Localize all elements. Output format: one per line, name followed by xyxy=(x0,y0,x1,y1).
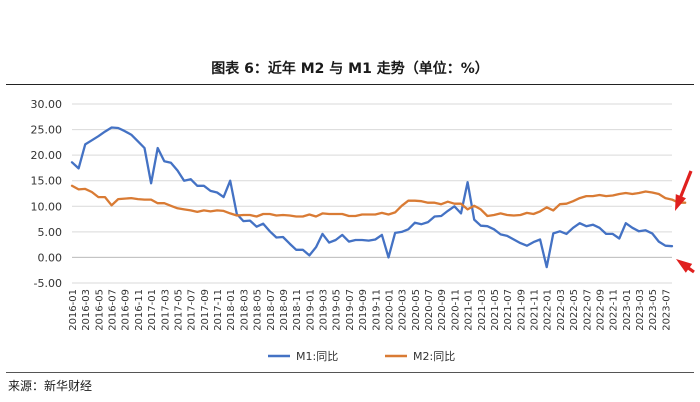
x-tick-label: 2017-09 xyxy=(200,289,211,331)
x-tick-label: 2021-07 xyxy=(503,289,514,331)
x-tick-label: 2023-03 xyxy=(635,289,646,331)
x-tick-label: 2016-03 xyxy=(81,289,92,331)
y-axis-ticks: 30.00 25.00 20.00 15.00 10.00 5.00 0.00 -5.00 xyxy=(31,98,63,290)
x-tick-label: 2017-07 xyxy=(187,289,198,331)
x-tick-label: 2021-03 xyxy=(477,289,488,331)
x-tick-label: 2019-11 xyxy=(371,289,382,331)
source-divider xyxy=(6,372,694,373)
title-divider xyxy=(6,84,694,85)
x-tick-label: 2022-05 xyxy=(569,289,580,331)
series-m1-line xyxy=(70,126,674,269)
y-tick-label: -5.00 xyxy=(34,277,62,290)
x-tick-label: 2018-09 xyxy=(279,289,290,331)
y-tick-label: 30.00 xyxy=(31,98,63,111)
x-tick-label: 2021-05 xyxy=(490,289,501,331)
x-tick-label: 2016-01 xyxy=(68,289,79,331)
x-tick-label: 2022-01 xyxy=(543,289,554,331)
x-tick-label: 2023-01 xyxy=(622,289,633,331)
x-tick-label: 2020-01 xyxy=(384,289,395,331)
y-tick-label: 10.00 xyxy=(31,200,63,213)
m1-pointer-arrow xyxy=(676,259,695,274)
x-axis-ticks: 2016-01 2016-03 2016-05 2016-07 2016-09 2016-… xyxy=(68,289,672,331)
x-tick-label: 2020-03 xyxy=(398,289,409,331)
x-tick-label: 2021-09 xyxy=(516,289,527,331)
series-m2-line xyxy=(70,184,687,218)
x-tick-label: 2017-05 xyxy=(173,289,184,331)
x-tick-label: 2019-09 xyxy=(358,289,369,331)
x-tick-label: 2020-11 xyxy=(450,289,461,331)
x-tick-label: 2021-01 xyxy=(464,289,475,331)
legend-label: M1:同比 xyxy=(296,350,338,363)
x-tick-label: 2016-05 xyxy=(94,289,105,331)
x-tick-label: 2017-11 xyxy=(213,289,224,331)
x-tick-label: 2017-01 xyxy=(147,289,158,331)
x-tick-label: 2016-07 xyxy=(108,289,119,331)
y-tick-label: 15.00 xyxy=(31,175,63,188)
m2-pointer-arrow xyxy=(675,170,693,211)
x-tick-label: 2019-07 xyxy=(345,289,356,331)
x-tick-label: 2019-05 xyxy=(332,289,343,331)
x-tick-label: 2020-09 xyxy=(437,289,448,331)
x-tick-label: 2018-01 xyxy=(226,289,237,331)
legend-label: M2:同比 xyxy=(413,350,455,363)
x-tick-label: 2023-07 xyxy=(661,289,672,331)
x-tick-label: 2022-07 xyxy=(582,289,593,331)
x-tick-label: 2016-09 xyxy=(121,289,132,331)
source-note: 来源：新华财经 xyxy=(8,379,93,393)
series-lines xyxy=(70,126,687,269)
y-tick-label: 25.00 xyxy=(31,124,63,137)
y-tick-label: 5.00 xyxy=(38,226,63,239)
annotation-arrows xyxy=(675,170,695,274)
x-tick-label: 2022-11 xyxy=(609,289,620,331)
x-tick-label: 2018-05 xyxy=(253,289,264,331)
x-tick-label: 2017-03 xyxy=(160,289,171,331)
chart-title: 图表 6：近年 M2 与 M1 走势（单位：%） xyxy=(211,61,489,77)
y-tick-label: 0.00 xyxy=(38,251,63,264)
grid-lines xyxy=(72,103,672,284)
x-tick-label: 2018-11 xyxy=(292,289,303,331)
legend: M1:同比 M2:同比 xyxy=(268,350,455,363)
x-tick-label: 2020-05 xyxy=(411,289,422,331)
x-tick-label: 2018-03 xyxy=(239,289,250,331)
x-tick-label: 2020-07 xyxy=(424,289,435,331)
x-tick-label: 2016-11 xyxy=(134,289,145,331)
x-tick-label: 2019-01 xyxy=(305,289,316,331)
x-tick-label: 2019-03 xyxy=(319,289,330,331)
x-tick-label: 2018-07 xyxy=(266,289,277,331)
x-tick-label: 2023-05 xyxy=(648,289,659,331)
line-chart: 30.00 25.00 20.00 15.00 10.00 5.00 0.00 -5.00 2… xyxy=(31,98,695,363)
y-tick-label: 20.00 xyxy=(31,149,63,162)
x-tick-label: 2021-11 xyxy=(530,289,541,331)
x-tick-label: 2022-03 xyxy=(556,289,567,331)
x-tick-label: 2022-09 xyxy=(595,289,606,331)
